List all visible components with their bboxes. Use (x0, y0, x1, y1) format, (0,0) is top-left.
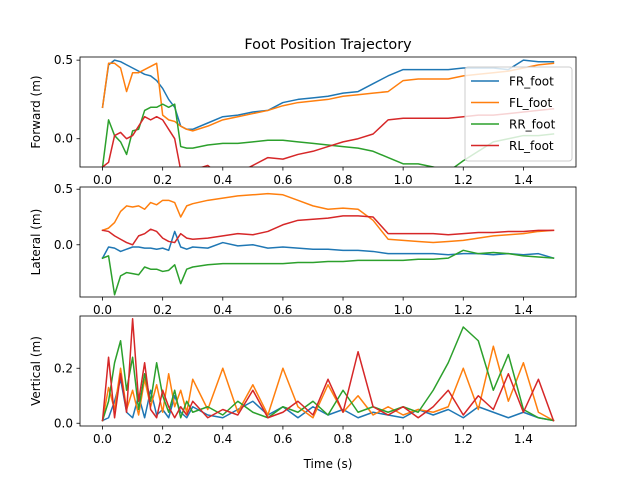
subplot-1: 0.0 0.2 0.4 0.6 0.8 1.0 1.2 1.4 0.0 0.5 Forward (m… (29, 53, 577, 187)
x-tick-label: 0.0 (93, 303, 112, 317)
y-tick-label: 0.0 (54, 416, 73, 430)
x-tick-label: 1.2 (454, 173, 473, 187)
x-tick-label: 0.8 (333, 432, 352, 446)
series-line-FR_foot (101, 378, 555, 422)
x-tick-label: 0.8 (333, 173, 352, 187)
y-tick-label: 0.5 (54, 182, 73, 196)
x-tick-label: 0.6 (273, 303, 292, 317)
y-tick-label: 0.0 (54, 238, 73, 252)
x-tick-label: 1.0 (394, 173, 413, 187)
y-tick-label: 0.0 (54, 132, 73, 146)
subplot-3: 0.0 0.2 0.4 0.6 0.8 1.0 1.2 1.4 0.0 0.2 Vertical (… (29, 315, 577, 446)
x-tick-label: 0.6 (273, 432, 292, 446)
legend-label: RR_foot (509, 118, 556, 132)
series-group (101, 59, 555, 167)
series-group (101, 318, 555, 422)
x-tick-label: 0.2 (153, 432, 172, 446)
legend-entry: FL_foot (471, 96, 552, 110)
series-line-RR_foot (101, 249, 555, 296)
series-line-RR_foot (101, 326, 555, 422)
y-axis-label: Forward (m) (29, 75, 43, 148)
legend: FR_foot FL_foot RR_foot RL_foot (464, 66, 573, 162)
y-tick-label: 0.2 (54, 361, 73, 375)
x-axis-label: Time (s) (303, 457, 353, 471)
subplot-2: 0.0 0.2 0.4 0.6 0.8 1.0 1.2 1.4 0.0 0.5 Lateral (m… (29, 182, 577, 317)
axes-frame (79, 315, 577, 427)
x-tick-label: 1.2 (454, 303, 473, 317)
x-tick-label: 0.0 (93, 173, 112, 187)
axes-frame (79, 56, 577, 168)
legend-label: RL_foot (509, 139, 554, 153)
axes-frame (79, 186, 577, 298)
legend-label: FR_foot (509, 75, 554, 89)
subplots: 0.0 0.2 0.4 0.6 0.8 1.0 1.2 1.4 0.0 0.5 Forward (m… (29, 53, 577, 446)
series-line-RR_foot (101, 103, 555, 167)
y-tick-label: 0.5 (54, 53, 73, 67)
x-tick-label: 0.6 (273, 173, 292, 187)
x-tick-label: 1.4 (514, 432, 533, 446)
series-line-RL_foot (101, 215, 555, 246)
y-axis-label: Lateral (m) (29, 209, 43, 276)
x-tick-label: 0.4 (213, 173, 232, 187)
x-tick-label: 0.2 (153, 303, 172, 317)
y-axis-label: Vertical (m) (29, 336, 43, 406)
x-tick-label: 0.4 (213, 303, 232, 317)
series-line-FL_foot (101, 345, 555, 422)
x-tick-label: 1.0 (394, 303, 413, 317)
series-line-RL_foot (101, 318, 555, 422)
legend-label: FL_foot (509, 96, 552, 110)
series-group (101, 192, 555, 296)
x-tick-label: 1.4 (514, 303, 533, 317)
series-line-FL_foot (101, 192, 555, 244)
series-line-FL_foot (101, 62, 555, 132)
figure-title: Foot Position Trajectory (244, 37, 412, 53)
legend-entry: RR_foot (471, 118, 556, 132)
series-line-FR_foot (101, 59, 555, 131)
x-tick-label: 0.2 (153, 173, 172, 187)
x-tick-label: 0.4 (213, 432, 232, 446)
x-tick-label: 1.4 (514, 173, 533, 187)
legend-frame (464, 66, 573, 162)
x-tick-label: 1.0 (394, 432, 413, 446)
x-tick-label: 0.8 (333, 303, 352, 317)
x-tick-label: 0.0 (93, 432, 112, 446)
legend-entry: RL_foot (471, 139, 554, 153)
series-line-RL_foot (101, 108, 555, 167)
x-tick-label: 1.2 (454, 432, 473, 446)
legend-entry: FR_foot (471, 75, 554, 89)
